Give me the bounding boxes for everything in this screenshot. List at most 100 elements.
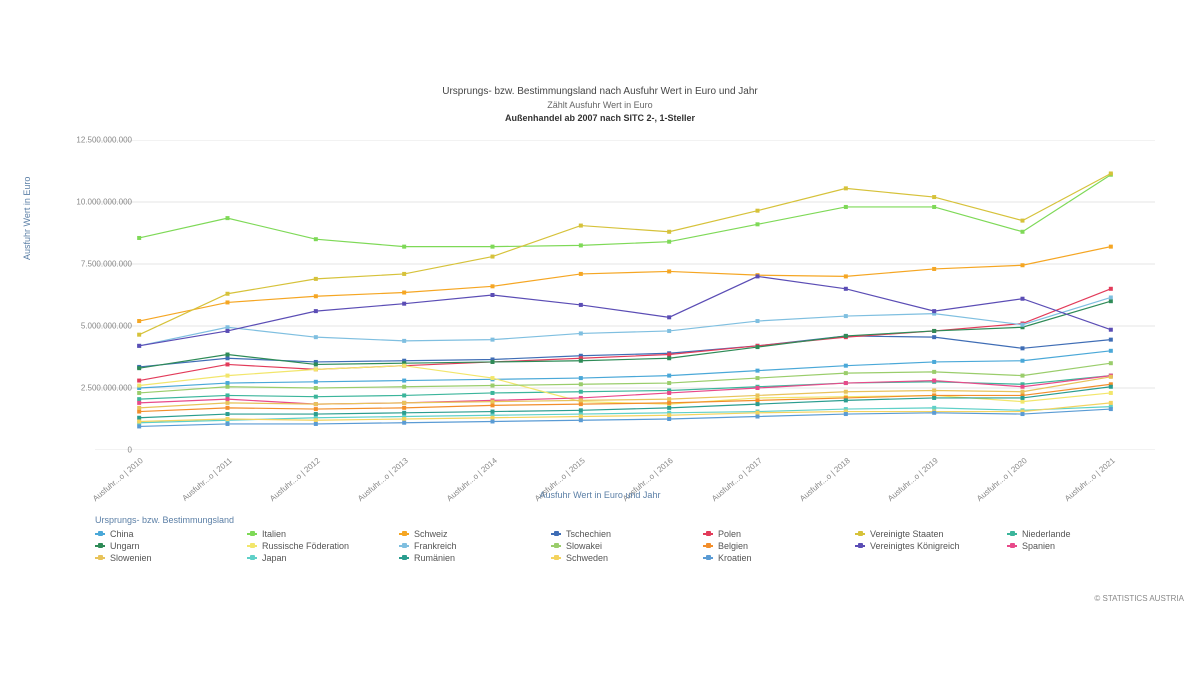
series-marker [1021, 346, 1025, 350]
series-marker [226, 385, 230, 389]
series-marker [402, 291, 406, 295]
series-marker [579, 408, 583, 412]
series-marker [579, 398, 583, 402]
series-marker [137, 401, 141, 405]
series-marker [491, 400, 495, 404]
series-line [139, 336, 1111, 367]
legend-swatch [855, 545, 865, 547]
legend-item[interactable]: Italien [247, 529, 395, 539]
series-line [139, 289, 1111, 381]
series-marker [1109, 375, 1113, 379]
series-marker [491, 255, 495, 259]
legend-item[interactable]: Belgien [703, 541, 851, 551]
legend-label: Polen [718, 529, 741, 539]
legend-item[interactable]: Kroatien [703, 553, 851, 563]
legend-swatch [551, 545, 561, 547]
legend-item[interactable]: China [95, 529, 243, 539]
series-marker [226, 216, 230, 220]
legend-swatch [247, 533, 257, 535]
legend-item[interactable]: Schweden [551, 553, 699, 563]
series-marker [756, 386, 760, 390]
legend-label: Niederlande [1022, 529, 1071, 539]
series-marker [314, 237, 318, 241]
series-marker [844, 371, 848, 375]
legend-item[interactable]: Slowenien [95, 553, 243, 563]
series-marker [579, 272, 583, 276]
series-marker [579, 243, 583, 247]
legend-swatch [551, 533, 561, 535]
series-marker [667, 269, 671, 273]
series-marker [226, 329, 230, 333]
series-marker [844, 412, 848, 416]
series-marker [314, 395, 318, 399]
y-tick-label: 12.500.000.000 [42, 136, 132, 145]
legend-item[interactable]: Ungarn [95, 541, 243, 551]
legend-item[interactable]: Schweiz [399, 529, 547, 539]
series-marker [226, 381, 230, 385]
legend-item[interactable]: Japan [247, 553, 395, 563]
legend-item[interactable]: Vereinigte Staaten [855, 529, 1003, 539]
legend-item[interactable]: Tschechien [551, 529, 699, 539]
series-marker [1109, 245, 1113, 249]
legend-item[interactable]: Spanien [1007, 541, 1155, 551]
legend-label: Rumänien [414, 553, 455, 563]
legend-label: Russische Föderation [262, 541, 349, 551]
legend-item[interactable]: Slowakei [551, 541, 699, 551]
series-line [139, 175, 1111, 247]
legend-label: Slowakei [566, 541, 602, 551]
series-marker [1021, 219, 1025, 223]
series-marker [667, 401, 671, 405]
y-tick-label: 10.000.000.000 [42, 198, 132, 207]
legend-item[interactable]: Rumänien [399, 553, 547, 563]
series-marker [314, 277, 318, 281]
series-marker [314, 362, 318, 366]
plot-area [95, 140, 1155, 450]
series-marker [932, 388, 936, 392]
series-marker [932, 411, 936, 415]
legend-label: Italien [262, 529, 286, 539]
series-marker [932, 195, 936, 199]
series-marker [491, 245, 495, 249]
series-marker [137, 391, 141, 395]
series-marker [314, 386, 318, 390]
series-marker [402, 406, 406, 410]
legend-label: Schweden [566, 553, 608, 563]
y-tick-label: 2.500.000.000 [42, 384, 132, 393]
series-marker [314, 294, 318, 298]
y-tick-label: 5.000.000.000 [42, 322, 132, 331]
series-marker [667, 356, 671, 360]
legend-item[interactable]: Frankreich [399, 541, 547, 551]
series-marker [579, 331, 583, 335]
series-marker [226, 417, 230, 421]
legend-swatch [1007, 533, 1017, 535]
legend-item[interactable]: Russische Föderation [247, 541, 395, 551]
series-marker [491, 284, 495, 288]
series-marker [579, 224, 583, 228]
legend-item[interactable]: Niederlande [1007, 529, 1155, 539]
series-marker [402, 379, 406, 383]
series-marker [844, 186, 848, 190]
series-marker [137, 424, 141, 428]
legend-swatch [703, 545, 713, 547]
series-marker [844, 314, 848, 318]
series-marker [137, 333, 141, 337]
chart-container: Ursprungs- bzw. Bestimmungsland nach Aus… [0, 0, 1200, 675]
series-marker [1109, 361, 1113, 365]
series-marker [1021, 263, 1025, 267]
series-marker [314, 418, 318, 422]
series-marker [1021, 400, 1025, 404]
series-marker [1021, 374, 1025, 378]
series-marker [844, 205, 848, 209]
y-tick-label: 7.500.000.000 [42, 260, 132, 269]
series-marker [402, 393, 406, 397]
legend-swatch [703, 557, 713, 559]
series-marker [756, 209, 760, 213]
legend-label: China [110, 529, 134, 539]
legend-item[interactable]: Vereinigtes Königreich [855, 541, 1003, 551]
series-marker [756, 402, 760, 406]
series-marker [932, 396, 936, 400]
series-marker [491, 419, 495, 423]
series-marker [137, 236, 141, 240]
legend-item[interactable]: Polen [703, 529, 851, 539]
series-marker [1021, 323, 1025, 327]
